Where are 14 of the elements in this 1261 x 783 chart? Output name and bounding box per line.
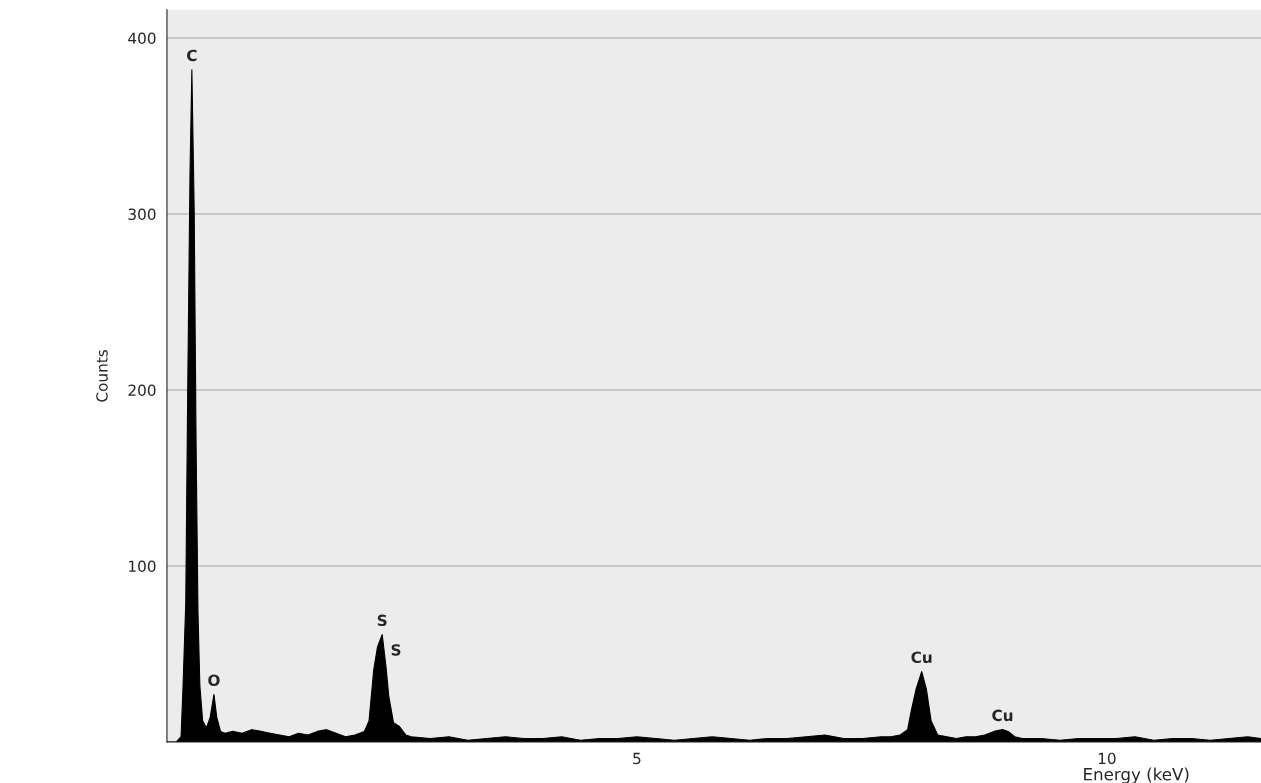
y-tick-label: 200	[128, 384, 156, 397]
x-tick-label: 5	[633, 752, 641, 765]
y-tick-label: 300	[128, 208, 156, 221]
y-tick-label: 100	[129, 560, 156, 573]
annotation: Cu	[992, 709, 1013, 722]
annotation: S	[391, 644, 401, 656]
annotation: C	[187, 49, 197, 62]
y-axis-title: Counts	[96, 350, 108, 402]
x-tick-label: 10	[1098, 752, 1116, 765]
annotation: O	[208, 674, 220, 686]
y-tick-label: 400	[128, 32, 156, 45]
x-axis-title: Energy (keV)	[1084, 767, 1189, 783]
annotation: Cu	[911, 651, 932, 664]
annotation: S	[377, 614, 387, 627]
